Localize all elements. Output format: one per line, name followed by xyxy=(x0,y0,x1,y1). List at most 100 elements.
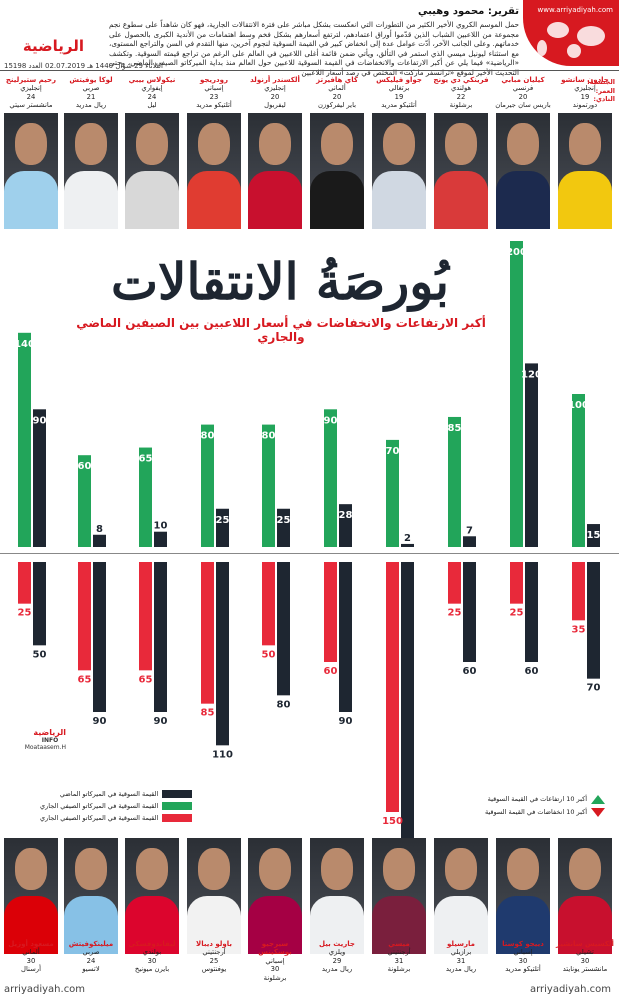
riser-info: رحيم ستيرلينج إنجليزي 24 مانشستر سيتي xyxy=(1,76,61,110)
bar-current-down xyxy=(386,562,399,812)
data-label-previous: 15 xyxy=(587,530,601,541)
faller-photo xyxy=(4,838,58,954)
player-nat: أرجنتيني xyxy=(202,948,226,957)
player-club: لاتسيو xyxy=(82,965,100,974)
bar-current-up xyxy=(572,394,585,547)
faller-photo xyxy=(310,838,364,954)
data-label-current: 85 xyxy=(448,423,462,434)
data-label-previous: 80 xyxy=(277,699,291,710)
player-name: ميسي xyxy=(388,940,410,948)
player-club: ريال مدريد xyxy=(445,965,477,974)
player-name: باولو ديبالا xyxy=(196,940,232,948)
riser-photo xyxy=(248,113,302,229)
faller-photo xyxy=(125,838,179,954)
player-nat: برازيلي xyxy=(450,948,472,957)
data-label-current: 140 xyxy=(14,339,35,350)
faller-photo xyxy=(434,838,488,954)
player-shirt xyxy=(496,171,550,229)
header-divider xyxy=(0,70,619,71)
bar-previous-down xyxy=(587,562,600,679)
player-name: ليفاندوفسكي xyxy=(128,940,176,948)
bar-previous-up xyxy=(216,508,229,547)
player-nat: صربي xyxy=(82,84,100,93)
player-nat: هولندي xyxy=(450,84,472,93)
data-label-current: 80 xyxy=(262,431,276,442)
data-label-current: 150 xyxy=(382,816,403,827)
row-label-key: الجنسية: العمر: النادي: xyxy=(587,78,615,104)
player-club: برشلونة xyxy=(263,973,287,982)
player-nat: إنجليزي xyxy=(20,84,42,93)
bar-previous-down xyxy=(33,562,46,646)
player-shirt xyxy=(434,171,488,229)
riser-photo xyxy=(372,113,426,229)
player-nat: إسباني xyxy=(204,84,224,93)
data-label-previous: 90 xyxy=(93,716,107,727)
data-label-current: 80 xyxy=(201,431,215,442)
player-shirt xyxy=(64,896,118,954)
data-label-previous: 110 xyxy=(212,749,233,760)
page-title: بُورصَةُ الانتقالات xyxy=(110,252,450,311)
legend-item-previous: القيمة السوقية في الميركاتو الماضي xyxy=(40,788,193,800)
player-club: ريال مدريد xyxy=(75,101,107,110)
player-shirt xyxy=(187,171,241,229)
player-nat: إيفواري xyxy=(141,84,163,93)
riser-info: رودريجو إسباني 23 أتلتيكو مدريد xyxy=(184,76,244,110)
player-name: نيكولاس بيبي xyxy=(128,76,176,84)
footer-website-right[interactable]: arriyadiyah.com xyxy=(529,984,611,995)
riser-info: كيليان مبابي فرنسي 20 باريس سان جيرمان xyxy=(493,76,553,110)
top10-legend: أكبر 10 ارتفاعات في القيمة السوقية أكبر … xyxy=(485,793,605,819)
player-shirt xyxy=(372,171,426,229)
player-face xyxy=(15,848,47,890)
player-shirt xyxy=(248,896,302,954)
riser-info: فرينكي دي يونج هولندي 22 برشلونة xyxy=(431,76,491,110)
bar-current-down xyxy=(510,562,523,604)
player-club: باريس سان جيرمان xyxy=(495,101,551,110)
player-age: 24 xyxy=(86,956,96,965)
player-name: مسعود أوزيل xyxy=(8,940,54,948)
player-shirt xyxy=(496,896,550,954)
player-nat: برتغالي xyxy=(388,84,410,93)
player-nat: ألماني xyxy=(328,84,346,93)
player-name: رحيم ستيرلينج xyxy=(5,76,57,84)
legend-item-current-down: القيمة السوقية في الميركاتو الصيفي الجار… xyxy=(40,812,193,824)
player-face xyxy=(198,848,230,890)
data-label-current: 25 xyxy=(18,608,32,619)
footer-website-left[interactable]: arriyadiyah.com xyxy=(4,984,86,995)
data-label-current: 200 xyxy=(506,247,527,258)
riser-info: جواو فيليكس برتغالي 19 أتلتيكو مدريد xyxy=(369,76,429,110)
data-label-current: 70 xyxy=(386,446,400,457)
player-club: ليفربول xyxy=(264,101,286,110)
website-label[interactable]: www.arriyadiyah.com xyxy=(537,6,614,14)
bar-previous-up xyxy=(525,363,538,547)
faller-info: سيرجيو بوسكيتس إسباني 30 برشلونة xyxy=(245,940,305,982)
player-club: ريال مدريد xyxy=(321,965,353,974)
player-age: 31 xyxy=(394,956,404,965)
player-club: أتلتيكو مدريد xyxy=(196,101,232,110)
data-label-current: 65 xyxy=(78,674,92,685)
riser-info: كاي هافيرتز ألماني 20 باير ليفركوزن xyxy=(307,76,367,110)
newspaper-logo: الرياضية xyxy=(22,37,84,55)
data-label-previous: 60 xyxy=(463,666,477,677)
player-nat: إنجليزي xyxy=(574,84,596,93)
faller-photo xyxy=(64,838,118,954)
data-label-current: 25 xyxy=(448,608,462,619)
bar-current-up xyxy=(386,439,399,547)
player-nat: إسباني xyxy=(265,956,285,965)
info-stamp: الرياضية INFO Moataasem.H xyxy=(24,728,66,751)
bar-previous-down xyxy=(401,562,414,862)
data-label-previous: 60 xyxy=(525,666,539,677)
player-age: 29 xyxy=(332,956,342,965)
world-map-badge: www.arriyadiyah.com xyxy=(523,0,619,66)
legend-fallers: أكبر 10 انخفاضات في القيمة السوقية xyxy=(485,806,605,819)
player-face xyxy=(198,123,230,165)
bar-current-up xyxy=(139,447,152,547)
bar-previous-down xyxy=(216,562,229,746)
player-age: 21 xyxy=(86,92,96,101)
issue-date: الثلاثاء 29 شوال 1440 هـ 02.07.2019 العد… xyxy=(4,62,163,70)
player-nat: إسباني xyxy=(513,948,533,957)
bar-previous-up xyxy=(154,531,167,547)
bar-previous-down xyxy=(154,562,167,712)
bar-previous-down xyxy=(463,562,476,662)
riser-photo xyxy=(434,113,488,229)
faller-info: ميلينكوفيتش صربي 24 لاتسيو xyxy=(61,940,121,974)
